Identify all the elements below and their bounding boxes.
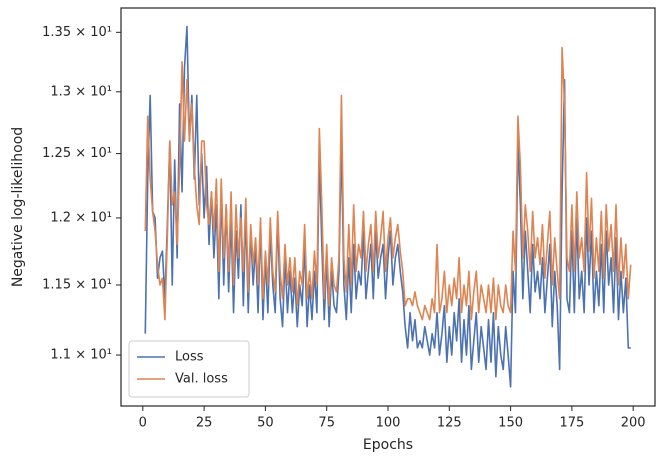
y-tick-label: 1.1 × 10¹	[50, 348, 112, 363]
x-tick-label: 150	[498, 416, 523, 431]
x-tick-label: 25	[196, 416, 213, 431]
x-tick-label: 0	[139, 416, 147, 431]
legend-label: Loss	[175, 350, 204, 365]
series-line	[144, 46, 632, 321]
x-tick-label: 200	[621, 416, 646, 431]
y-tick-label: 1.2 × 10¹	[50, 210, 112, 225]
x-tick-label: 175	[559, 416, 584, 431]
y-tick-label: 1.3 × 10¹	[50, 84, 112, 99]
x-tick-label: 75	[318, 416, 335, 431]
legend-label: Val. loss	[175, 372, 228, 387]
x-tick-label: 100	[376, 416, 401, 431]
x-tick-label: 125	[437, 416, 462, 431]
y-tick-label: 1.35 × 10¹	[42, 25, 112, 40]
y-tick-label: 1.15 × 10¹	[42, 277, 112, 292]
legend-box	[128, 340, 250, 398]
x-tick-label: 50	[257, 416, 274, 431]
x-axis-label: Epochs	[363, 437, 413, 453]
y-tick-label: 1.25 × 10¹	[42, 146, 112, 161]
y-axis-label: Negative log-likelihood	[10, 127, 26, 287]
